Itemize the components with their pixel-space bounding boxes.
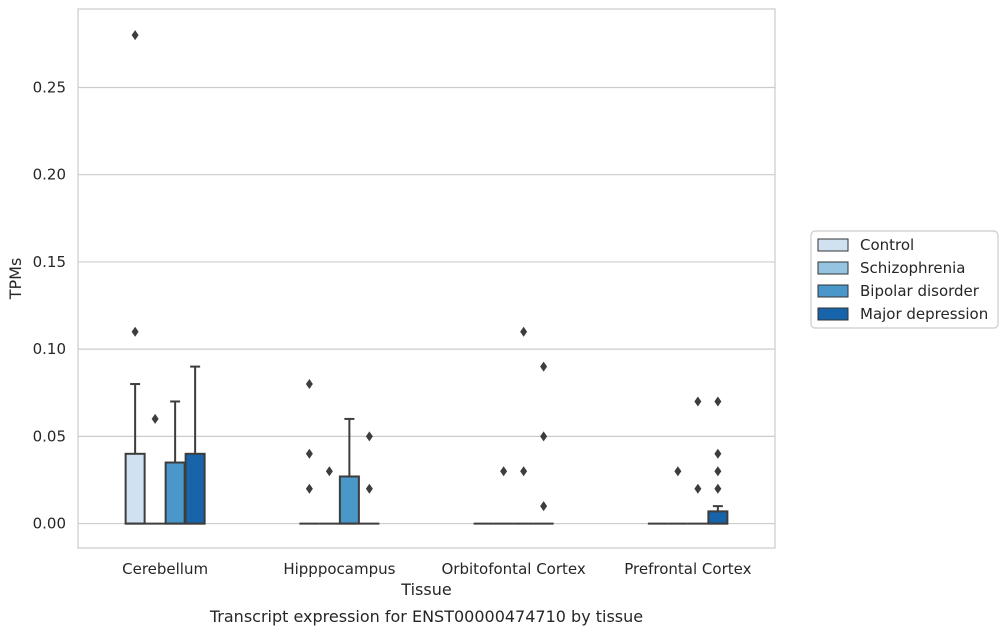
- y-tick-labels: 0.00 0.05 0.10 0.15 0.20 0.25: [33, 78, 66, 532]
- box: [707, 510, 729, 525]
- box-bipolar-disorder: [513, 326, 534, 525]
- y-tick-label: 0.25: [33, 78, 66, 96]
- outlier-point: [500, 466, 508, 477]
- outlier-point: [520, 326, 528, 337]
- outlier-point: [520, 466, 528, 477]
- outlier-point: [714, 396, 722, 407]
- box: [338, 475, 360, 525]
- box-schizophrenia: [493, 466, 514, 525]
- x-tick-label: Prefrontal Cortex: [624, 560, 751, 578]
- outlier-point: [365, 431, 373, 442]
- outlier-point: [714, 466, 722, 477]
- legend-swatch: [817, 261, 849, 275]
- grid-lines: [78, 86, 775, 525]
- outlier-point: [694, 396, 702, 407]
- chart-title: Transcript expression for ENST0000047471…: [209, 607, 643, 626]
- y-tick-label: 0.00: [33, 515, 66, 533]
- box-plots: [124, 30, 729, 525]
- box-schizophrenia: [667, 466, 688, 525]
- box-bipolar-disorder: [687, 396, 708, 525]
- box-bipolar-disorder: [164, 400, 186, 525]
- x-tick-label: Orbitofontal Cortex: [442, 560, 586, 578]
- outlier-point: [131, 30, 139, 41]
- box: [184, 452, 206, 525]
- outlier-point: [540, 431, 548, 442]
- legend-label: Bipolar disorder: [860, 282, 980, 300]
- outlier-point: [694, 483, 702, 494]
- box: [124, 452, 146, 525]
- y-tick-label: 0.05: [33, 427, 66, 445]
- box-control: [299, 379, 320, 525]
- legend-label: Major depression: [860, 305, 988, 323]
- box-major-depression: [184, 365, 206, 525]
- box-major-depression: [359, 431, 380, 525]
- legend-swatch: [817, 238, 849, 252]
- outlier-point: [714, 448, 722, 459]
- outlier-point: [305, 379, 313, 390]
- outlier-point: [151, 413, 159, 424]
- box-schizophrenia: [145, 413, 166, 525]
- x-tick-label: Hipppocampus: [283, 560, 395, 578]
- legend-swatch: [817, 307, 849, 321]
- outlier-point: [540, 361, 548, 372]
- x-axis-title: Tissue: [400, 580, 451, 599]
- legend-label: Schizophrenia: [860, 259, 965, 277]
- outlier-point: [365, 483, 373, 494]
- x-tick-labels: Cerebellum Hipppocampus Orbitofontal Corte…: [122, 560, 751, 578]
- outlier-point: [674, 466, 682, 477]
- box-control: [124, 30, 146, 525]
- box-schizophrenia: [319, 466, 340, 525]
- outlier-point: [325, 466, 333, 477]
- box: [164, 461, 186, 525]
- y-tick-label: 0.10: [33, 340, 66, 358]
- outlier-point: [131, 326, 139, 337]
- legend-swatch: [817, 284, 849, 298]
- legend-label: Control: [860, 236, 914, 254]
- box-major-depression: [707, 396, 729, 525]
- plot-frame: [77, 8, 776, 549]
- y-axis-title: TPMs: [6, 258, 25, 301]
- outlier-point: [305, 483, 313, 494]
- y-tick-label: 0.20: [33, 166, 66, 184]
- legend-frame: [810, 230, 999, 329]
- outlier-point: [540, 501, 548, 512]
- outlier-point: [305, 448, 313, 459]
- box-bipolar-disorder: [338, 417, 360, 525]
- box-major-depression: [533, 361, 554, 525]
- outlier-point: [714, 483, 722, 494]
- legend: Control Schizophrenia Bipolar disorder Majo…: [810, 230, 999, 329]
- x-tick-label: Cerebellum: [122, 560, 208, 578]
- y-tick-label: 0.15: [33, 253, 66, 271]
